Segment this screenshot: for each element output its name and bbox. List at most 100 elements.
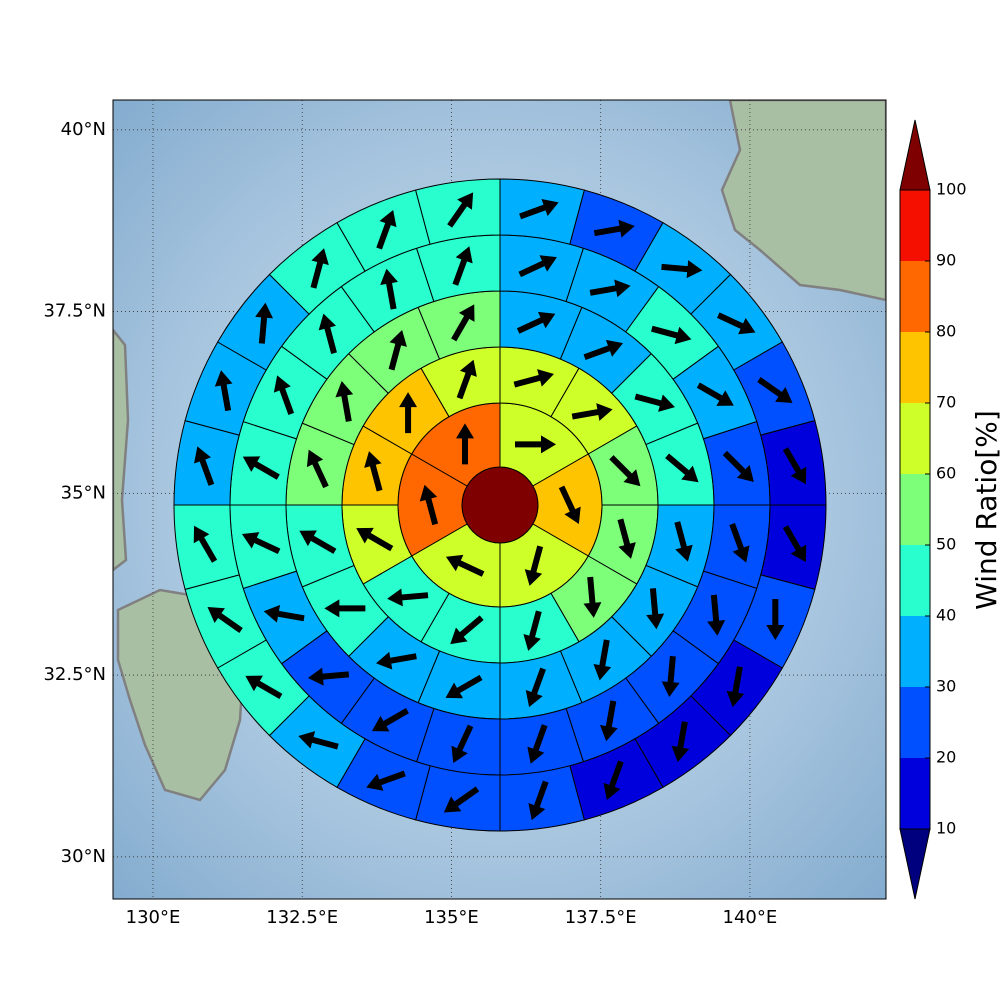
wind-arrow	[525, 667, 546, 708]
wind-arrow	[371, 708, 409, 732]
wind-arrow	[245, 675, 283, 700]
wind-arrow	[380, 268, 398, 310]
wind-arrow	[757, 377, 793, 404]
sector	[415, 765, 501, 832]
wind-arrow	[515, 435, 556, 454]
wind-arrow	[443, 786, 480, 813]
wind-arrow	[388, 330, 407, 371]
colorbar-frame	[899, 189, 931, 830]
sector	[499, 178, 585, 245]
wind-arrow	[456, 423, 474, 465]
wind-arrow	[451, 724, 474, 764]
x-tick-label: 140°E	[723, 907, 778, 928]
x-tick-label: 135°E	[424, 907, 479, 928]
colorbar-extend-low	[899, 828, 931, 900]
wind-arrow	[593, 219, 635, 238]
colorbar-band	[900, 616, 930, 687]
wind-arrow	[707, 594, 726, 636]
wind-arrow	[207, 606, 243, 633]
colorbar-band	[900, 758, 930, 829]
wind-arrow	[646, 588, 665, 630]
sector	[173, 420, 240, 506]
colorbar-tick-label: 70	[936, 393, 956, 412]
wind-arrow	[782, 447, 807, 485]
wind-arrow	[445, 674, 483, 699]
wind-arrow	[634, 393, 675, 412]
wind-arrow	[193, 525, 218, 563]
colorbar-tick-label: 20	[936, 748, 956, 767]
wind-arrow	[214, 370, 233, 412]
wind-arrow	[524, 545, 544, 586]
y-tick-label: 32.5°N	[43, 664, 106, 685]
wind-arrow	[242, 456, 280, 480]
sectors	[173, 178, 827, 832]
wind-arrow	[722, 450, 754, 482]
y-tick-label: 40°N	[61, 119, 106, 140]
colorbar-tick-label: 90	[936, 251, 956, 270]
wind-arrow	[583, 576, 602, 618]
wind-arrow	[782, 525, 807, 563]
colorbar-band	[900, 687, 930, 758]
colorbar-tick-label: 10	[936, 819, 956, 838]
wind-arrow	[376, 209, 397, 250]
wind-arrow	[617, 518, 636, 559]
wind-arrow	[445, 554, 485, 577]
wind-arrow	[366, 770, 406, 791]
colorbar-band	[900, 545, 930, 616]
colorbar-tick-label: 30	[936, 677, 956, 696]
wind-arrow	[661, 655, 680, 698]
wind-arrow	[603, 760, 624, 801]
land	[720, 100, 886, 302]
y-tick-label: 35°N	[61, 482, 106, 503]
colorbar-tick-label: 60	[936, 464, 956, 483]
wind-arrow	[356, 527, 394, 552]
x-tick-label: 137.5°E	[565, 907, 637, 928]
wind-arrow	[299, 530, 337, 554]
colorbar-band	[900, 332, 930, 403]
sector	[760, 504, 827, 590]
wind-arrow	[665, 453, 699, 483]
wind-arrow	[194, 446, 215, 486]
colorbar-tick-label: 100	[936, 180, 967, 199]
colorbar-tick-label: 80	[936, 322, 956, 341]
wind-arrow	[528, 780, 549, 821]
wind-arrow	[589, 279, 631, 298]
wind-arrow	[298, 731, 339, 750]
colorbar-band	[900, 261, 930, 332]
wind-arrow	[307, 667, 350, 686]
wind-arrow	[318, 313, 337, 354]
wind-arrow	[324, 599, 366, 618]
wind-arrow	[310, 248, 329, 289]
colorbar-tick-label: 40	[936, 606, 956, 625]
wind-arrow	[399, 392, 418, 434]
wind-arrow	[452, 246, 473, 286]
wind-arrow	[593, 639, 612, 681]
wind-arrow	[255, 302, 274, 344]
wind-arrow	[387, 588, 429, 607]
wind-arrow	[583, 339, 624, 361]
x-tick-label: 130°E	[126, 907, 181, 928]
wind-arrow	[273, 375, 295, 415]
wind-arrow	[450, 615, 484, 645]
wind-arrow	[451, 304, 475, 342]
wind-arrow	[609, 455, 641, 487]
map-frame	[112, 99, 887, 900]
y-tick-label: 37.5°N	[43, 301, 106, 322]
wind-arrow	[241, 532, 281, 555]
colorbar: 10 20 30 40 50 60 70 80 90 100	[899, 119, 967, 900]
wind-arrow	[766, 599, 785, 641]
colorbar-label: Wind Ratio[%]	[970, 410, 1000, 610]
wind-arrow	[674, 521, 693, 562]
land	[113, 327, 130, 572]
colorbar-band	[900, 190, 930, 261]
wind-arrow	[447, 192, 474, 228]
wind-arrow	[519, 199, 559, 220]
wind-arrow	[335, 380, 354, 422]
wind-arrow	[263, 604, 305, 623]
wind-arrow	[599, 700, 618, 742]
wind-arrow	[717, 312, 756, 335]
arrows	[193, 192, 807, 821]
wind-arrow	[518, 255, 557, 278]
colorbar-extend-high	[899, 119, 931, 191]
wind-arrow	[516, 311, 556, 334]
